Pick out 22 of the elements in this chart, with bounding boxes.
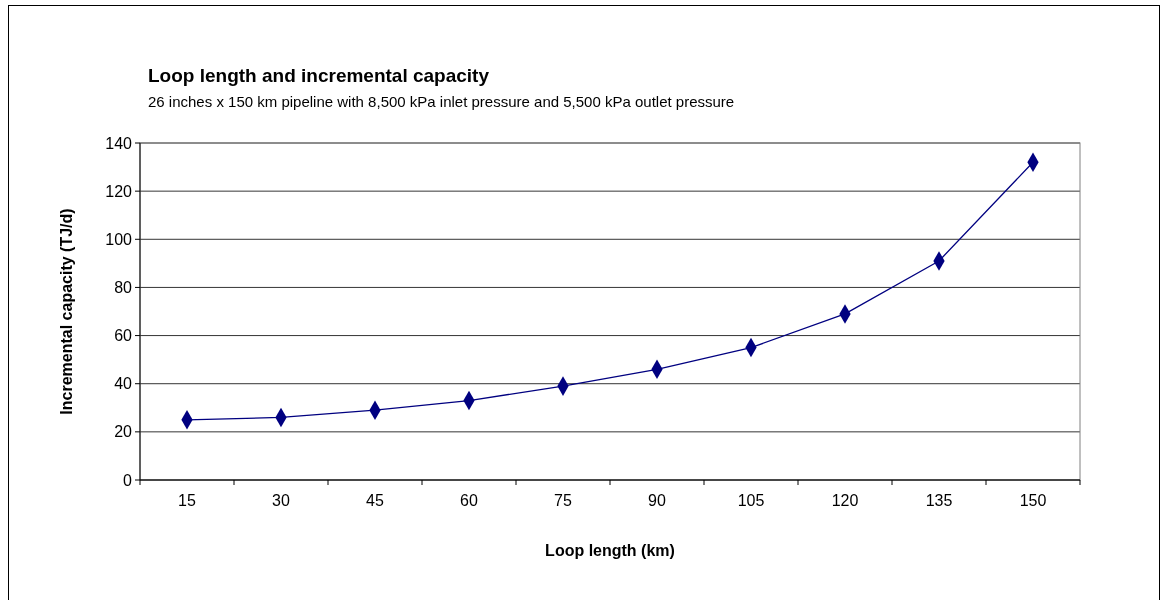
x-tick-label: 75 (554, 492, 572, 509)
y-tick-label: 40 (114, 375, 133, 393)
y-tick-label: 100 (105, 230, 133, 248)
y-tick-label: 120 (105, 182, 133, 200)
x-tick-label: 90 (648, 492, 666, 509)
x-tick-label: 30 (272, 492, 290, 509)
x-axis-title: Loop length (km) (545, 542, 675, 559)
x-tick-label: 60 (460, 492, 478, 509)
y-tick-label: 140 (105, 134, 133, 152)
y-tick-label: 60 (114, 327, 133, 345)
x-tick-label: 120 (831, 492, 859, 509)
chart-title: Loop length and incremental capacity (148, 65, 490, 86)
y-tick-label: 20 (114, 423, 133, 441)
x-tick-label: 105 (737, 492, 765, 509)
y-tick-label: 0 (123, 471, 133, 489)
y-axis-title: Incremental capacity (TJ/d) (58, 208, 75, 415)
x-tick-label: 45 (366, 492, 384, 509)
x-tick-label: 150 (1019, 492, 1047, 509)
y-tick-label: 80 (114, 279, 133, 297)
x-tick-label: 135 (925, 492, 953, 509)
chart-subtitle: 26 inches x 150 km pipeline with 8,500 kPa inlet pressure and 5,500 kPa outlet pressure (148, 93, 735, 110)
x-tick-label: 15 (178, 492, 196, 509)
